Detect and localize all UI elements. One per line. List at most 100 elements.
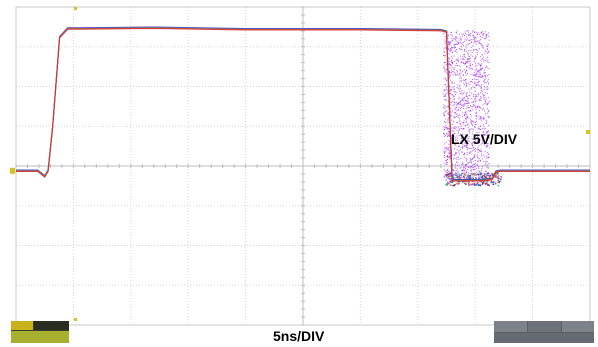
jitter-sample [466, 152, 468, 154]
jitter-sample [460, 49, 462, 51]
jitter-sample [445, 147, 447, 149]
jitter-sample [482, 142, 484, 144]
jitter-sample [488, 137, 490, 139]
jitter-sample [465, 86, 467, 88]
jitter-sample [451, 69, 453, 71]
jitter-sample [449, 67, 451, 69]
jitter-sample [487, 138, 489, 140]
jitter-sample [467, 146, 468, 148]
jitter-sample [483, 37, 485, 39]
jitter-sample [486, 58, 488, 60]
jitter-sample [466, 30, 468, 32]
jitter-sample [486, 46, 488, 47]
jitter-sample [456, 135, 458, 137]
jitter-sample [476, 111, 477, 113]
jitter-sample [467, 148, 469, 150]
jitter-sample [444, 90, 446, 92]
jitter-sample [481, 77, 483, 79]
jitter-sample [491, 172, 493, 175]
jitter-sample [467, 137, 469, 139]
jitter-sample [460, 79, 462, 81]
jitter-sample [464, 49, 465, 51]
jitter-sample [445, 62, 446, 63]
jitter-sample [488, 116, 490, 118]
jitter-sample [457, 156, 459, 158]
jitter-sample [458, 131, 460, 133]
jitter-sample [470, 183, 473, 186]
jitter-sample [449, 71, 451, 73]
jitter-sample [457, 140, 458, 142]
jitter-sample [480, 150, 482, 152]
jitter-sample [451, 137, 453, 139]
jitter-sample [486, 36, 487, 38]
jitter-sample [478, 137, 479, 138]
jitter-sample [463, 167, 465, 169]
jitter-sample [448, 131, 450, 132]
jitter-sample [465, 79, 466, 81]
jitter-sample [465, 57, 466, 59]
jitter-sample [497, 174, 500, 177]
jitter-sample [468, 34, 470, 36]
jitter-sample [460, 174, 463, 176]
jitter-sample [451, 124, 453, 125]
jitter-sample [458, 40, 460, 42]
jitter-sample [476, 43, 478, 45]
jitter-sample [462, 75, 464, 76]
jitter-sample [470, 114, 471, 115]
jitter-sample [470, 148, 472, 150]
jitter-sample [452, 101, 454, 102]
jitter-sample [448, 133, 450, 135]
jitter-sample [447, 118, 449, 120]
jitter-sample [454, 74, 456, 76]
jitter-sample [500, 178, 502, 180]
jitter-sample [443, 96, 445, 98]
jitter-sample [485, 172, 487, 174]
jitter-sample [482, 177, 484, 179]
jitter-sample [482, 118, 484, 120]
jitter-sample [458, 103, 459, 104]
jitter-sample [474, 69, 476, 71]
jitter-sample [449, 72, 450, 74]
jitter-sample [443, 126, 445, 128]
jitter-sample [443, 47, 445, 49]
jitter-sample [456, 37, 458, 39]
jitter-sample [470, 54, 472, 56]
jitter-sample [465, 166, 467, 168]
jitter-sample [450, 172, 451, 174]
jitter-sample [469, 65, 471, 67]
jitter-sample [464, 111, 466, 113]
jitter-sample [463, 166, 465, 168]
jitter-sample [468, 176, 469, 178]
jitter-sample [470, 81, 471, 82]
jitter-sample [465, 111, 467, 113]
jitter-sample [452, 133, 454, 135]
jitter-sample [466, 164, 468, 166]
jitter-sample [453, 154, 455, 155]
jitter-sample [448, 47, 449, 49]
jitter-sample [456, 70, 458, 72]
jitter-sample [472, 86, 474, 88]
jitter-sample [450, 165, 452, 167]
jitter-sample [481, 176, 483, 179]
jitter-sample [483, 89, 485, 90]
trigger-position-marker-top [74, 7, 77, 10]
jitter-sample [480, 129, 482, 131]
jitter-sample [484, 60, 486, 61]
jitter-sample [485, 34, 487, 36]
jitter-sample [467, 126, 469, 128]
jitter-sample [487, 142, 489, 144]
jitter-sample [459, 174, 461, 176]
jitter-sample [446, 86, 448, 88]
jitter-sample [479, 171, 481, 173]
jitter-sample [480, 160, 481, 162]
jitter-sample [472, 124, 473, 126]
jitter-sample [482, 104, 484, 106]
jitter-sample [465, 60, 467, 62]
jitter-sample [449, 175, 451, 177]
jitter-sample [443, 133, 445, 135]
jitter-sample [473, 138, 475, 140]
jitter-sample [471, 166, 473, 168]
jitter-sample [480, 116, 481, 118]
jitter-sample [462, 181, 464, 183]
jitter-sample [459, 110, 461, 112]
